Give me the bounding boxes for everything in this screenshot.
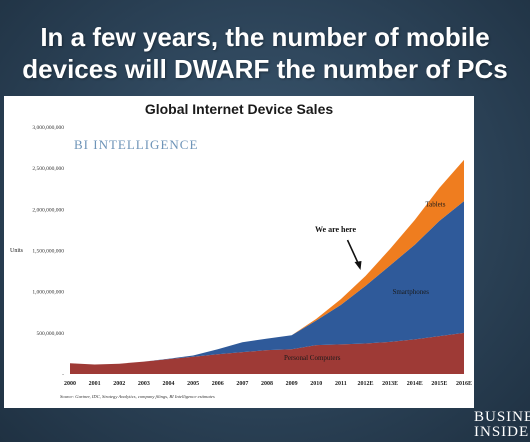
area-smartphones xyxy=(70,201,464,365)
chart-panel: Global Internet Device Sales BI INTELLIG… xyxy=(4,96,474,408)
x-tick-label: 2014E xyxy=(407,381,423,387)
brand-watermark: BI INTELLIGENCE xyxy=(74,137,198,152)
x-tick-label: 2013E xyxy=(382,381,398,387)
y-tick-label: 500,000,000 xyxy=(37,331,65,337)
y-tick-label: 2,000,000,000 xyxy=(32,207,64,213)
x-tick-label: 2000 xyxy=(64,381,76,387)
x-tick-label: 2016E xyxy=(456,381,472,387)
annotation-arrow-shaft xyxy=(346,239,360,265)
y-tick-label: 3,000,000,000 xyxy=(32,125,64,131)
x-tick-label: 2015E xyxy=(431,381,447,387)
logo-line-2: INSIDE xyxy=(474,424,530,440)
x-tick-label: 2010 xyxy=(310,381,322,387)
stacked-area-chart: Global Internet Device Sales BI INTELLIG… xyxy=(10,101,472,400)
x-tick-label: 2011 xyxy=(335,381,347,387)
x-tick-label: 2004 xyxy=(163,381,175,387)
x-tick-label: 2001 xyxy=(89,381,101,387)
x-tick-label: 2007 xyxy=(236,381,248,387)
x-tick-label: 2002 xyxy=(113,381,125,387)
x-tick-label: 2003 xyxy=(138,381,150,387)
y-tick-label: - xyxy=(62,372,64,378)
y-tick-label: 1,000,000,000 xyxy=(32,290,64,296)
series-label: Personal Computers xyxy=(284,354,341,362)
x-tick-label: 2009 xyxy=(286,381,298,387)
chart-source: Source: Gartner, IDC, Strategy Analytics… xyxy=(60,394,215,400)
x-tick-label: 2006 xyxy=(212,381,224,387)
annotation-label: We are here xyxy=(315,225,356,234)
annotation-arrow-head xyxy=(354,261,362,271)
area-personal-computers xyxy=(70,332,464,374)
business-insider-logo: BUSINES INSIDE xyxy=(474,410,530,440)
logo-line-1: BUSINES xyxy=(474,409,530,425)
area-tablets xyxy=(70,159,464,365)
series-label: Smartphones xyxy=(392,288,429,296)
y-tick-label: 1,500,000,000 xyxy=(32,249,64,255)
headline-line-2: devices will DWARF the number of PCs xyxy=(22,54,508,84)
y-tick-label: 2,500,000,000 xyxy=(32,166,64,172)
x-tick-label: 2005 xyxy=(187,381,199,387)
y-axis-label: Units xyxy=(10,248,24,254)
x-tick-label: 2012E xyxy=(357,381,373,387)
headline-line-1: In a few years, the number of mobile xyxy=(40,22,490,52)
x-tick-label: 2008 xyxy=(261,381,273,387)
series-label: Tablets xyxy=(425,200,445,208)
chart-title: Global Internet Device Sales xyxy=(145,101,334,117)
